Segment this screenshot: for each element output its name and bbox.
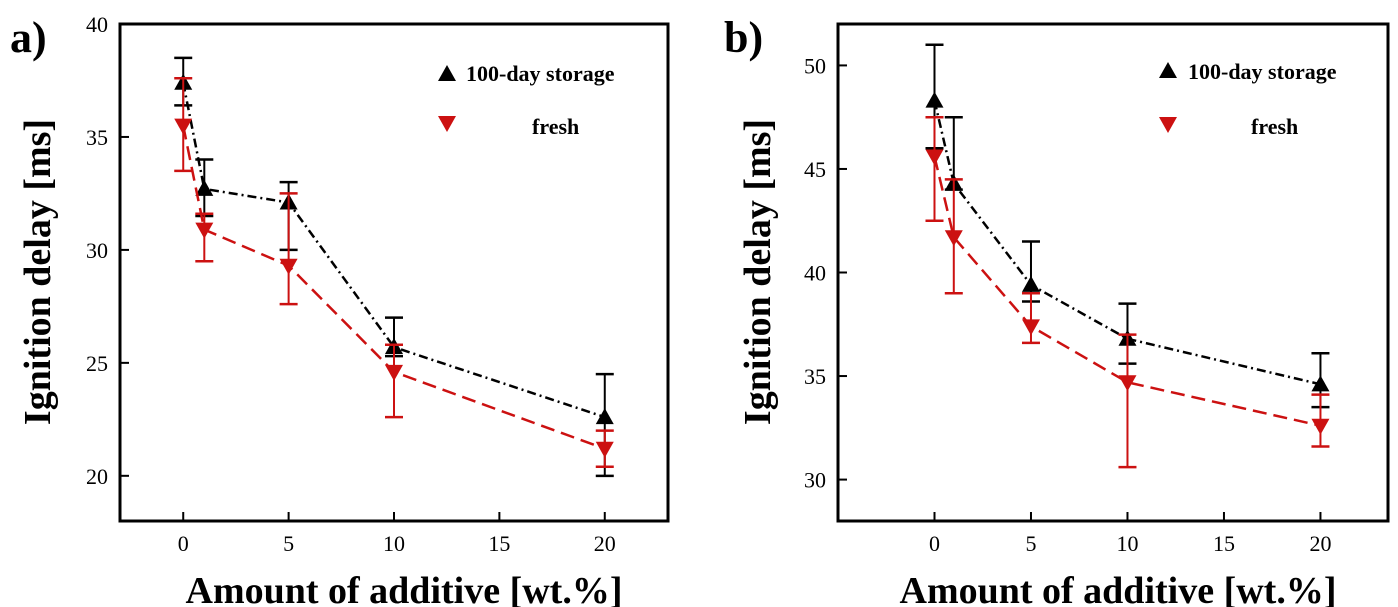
panel-b-x-tick-label-10: 10 bbox=[1116, 531, 1138, 556]
panel-b-plot-area: 0 5 10 15 20 30 35 40 45 50 bbox=[804, 43, 1331, 556]
panel-a-legend-marker-storage bbox=[438, 65, 456, 81]
panel-a-point-fresh-3 bbox=[385, 364, 403, 381]
panel-b-y-axis-label: Ignition delay [ms] bbox=[737, 119, 779, 425]
panel-b-y-tick-label-30: 30 bbox=[804, 468, 826, 493]
panel-a-x-tick-label-15: 15 bbox=[488, 531, 510, 556]
panel-b-point-fresh-0 bbox=[925, 149, 944, 166]
panel-a-point-storage-4 bbox=[595, 408, 614, 425]
panel-b-point-fresh-3 bbox=[1118, 375, 1137, 392]
panel-b-point-fresh-4 bbox=[1311, 418, 1330, 435]
panel-b-x-tick-label-5: 5 bbox=[1025, 531, 1036, 556]
panel-a-x-tick-label-10: 10 bbox=[383, 531, 405, 556]
panel-b-x-tick-label-15: 15 bbox=[1213, 531, 1235, 556]
panel-a-y-tick-label-25: 25 bbox=[86, 351, 108, 376]
panel-a-point-storage-1 bbox=[195, 179, 214, 196]
panel-b-y-tick-label-40: 40 bbox=[804, 261, 826, 286]
panel-a-plot-area: 0 5 10 15 20 20 25 30 35 40 bbox=[86, 12, 616, 556]
panel-b-x-axis-label: Amount of additive [wt.%] bbox=[900, 570, 1337, 607]
panel-a-y-axis-label: Ignition delay [ms] bbox=[17, 119, 59, 425]
panel-a-point-fresh-4 bbox=[595, 441, 614, 458]
panel-b-point-storage-4 bbox=[1311, 375, 1330, 392]
panel-a-legend: 100-day storage fresh bbox=[438, 61, 615, 139]
panel-b: b) Ignition delay [ms] Amount of additiv… bbox=[724, 13, 1390, 607]
panel-a-legend-label-fresh: fresh bbox=[532, 114, 579, 139]
panel-a-y-tick-label-40: 40 bbox=[86, 12, 108, 37]
panel-a-label: a) bbox=[10, 13, 47, 62]
panel-b-legend-label-storage: 100-day storage bbox=[1188, 59, 1337, 84]
panel-a-y-tick-label-20: 20 bbox=[86, 464, 108, 489]
panel-a-y-tick-label-30: 30 bbox=[86, 238, 108, 263]
panel-a-errorbar-fresh-2 bbox=[279, 192, 298, 306]
panel-b-y-tick-label-45: 45 bbox=[804, 157, 826, 182]
panel-a-point-fresh-1 bbox=[195, 222, 214, 239]
panel-b-point-fresh-1 bbox=[944, 230, 963, 247]
panel-a-plot-frame bbox=[118, 22, 670, 523]
panel-b-errorbar-fresh-0 bbox=[925, 115, 944, 222]
panel-b-legend-marker-storage bbox=[1159, 62, 1177, 78]
panel-b-x-tick-label-0: 0 bbox=[929, 531, 940, 556]
panel-a-x-tick-label-20: 20 bbox=[594, 531, 616, 556]
panel-a-x-tick-label-5: 5 bbox=[283, 531, 294, 556]
panel-b-x-tick-label-20: 20 bbox=[1309, 531, 1331, 556]
panel-a-x-tick-label-0: 0 bbox=[178, 531, 189, 556]
panel-b-y-tick-label-35: 35 bbox=[804, 364, 826, 389]
panel-b-y-tick-label-50: 50 bbox=[804, 53, 826, 78]
panel-a-legend-label-storage: 100-day storage bbox=[466, 61, 615, 86]
panel-b-point-fresh-2 bbox=[1021, 319, 1040, 336]
panel-a-point-fresh-0 bbox=[174, 118, 193, 135]
panel-b-plot-frame bbox=[836, 22, 1390, 523]
panel-a-y-tick-label-35: 35 bbox=[86, 125, 108, 150]
panel-b-legend: 100-day storage fresh bbox=[1159, 59, 1337, 139]
panel-b-point-storage-0 bbox=[925, 91, 944, 108]
panel-b-label: b) bbox=[724, 13, 763, 62]
panel-b-legend-marker-fresh bbox=[1159, 117, 1177, 133]
panel-b-legend-label-fresh: fresh bbox=[1251, 114, 1298, 139]
panel-b-point-storage-2 bbox=[1021, 275, 1040, 292]
panel-a-point-fresh-2 bbox=[279, 258, 298, 275]
panel-a-x-axis-label: Amount of additive [wt.%] bbox=[186, 570, 623, 607]
panel-b-errorbar-fresh-3 bbox=[1118, 333, 1137, 469]
panel-a: a) Ignition delay [ms] Amount of additiv… bbox=[10, 12, 670, 607]
panel-a-legend-marker-fresh bbox=[438, 116, 456, 132]
panel-a-errorbar-fresh-3 bbox=[385, 343, 403, 419]
